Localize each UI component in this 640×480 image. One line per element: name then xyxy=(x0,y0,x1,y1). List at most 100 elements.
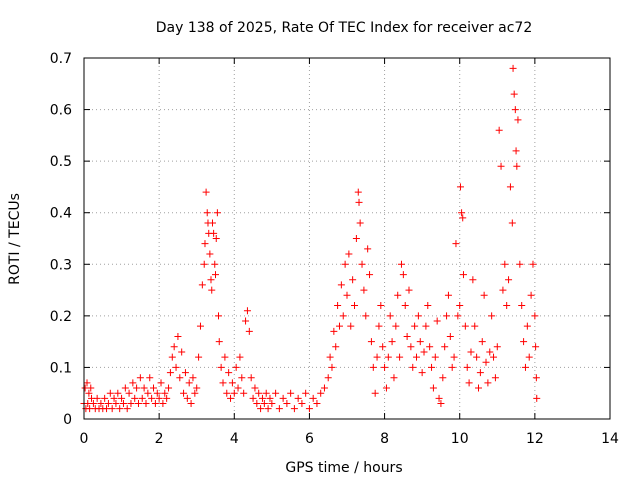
data-point-marker xyxy=(110,394,118,402)
data-point-marker xyxy=(392,322,400,330)
data-point-marker xyxy=(142,400,150,408)
data-point-marker xyxy=(298,400,306,408)
data-point-marker xyxy=(407,343,415,351)
data-point-marker xyxy=(514,116,522,124)
data-point-marker xyxy=(388,338,396,346)
data-point-marker xyxy=(433,317,441,325)
data-point-marker xyxy=(148,394,156,402)
data-point-marker xyxy=(119,400,127,408)
data-point-marker xyxy=(232,363,240,371)
data-point-marker xyxy=(191,389,199,397)
y-tick-label: 0.6 xyxy=(50,103,72,119)
data-point-marker xyxy=(174,332,182,340)
data-point-marker xyxy=(127,400,135,408)
data-point-marker xyxy=(324,374,332,382)
data-point-marker xyxy=(397,260,405,268)
data-point-marker xyxy=(452,240,460,248)
data-point-marker xyxy=(125,389,133,397)
data-point-marker xyxy=(471,322,479,330)
data-point-marker xyxy=(444,291,452,299)
data-point-marker xyxy=(326,353,334,361)
y-axis-label: ROTI / TECUs xyxy=(7,193,23,285)
data-point-marker xyxy=(219,379,227,387)
data-point-marker xyxy=(420,348,428,356)
data-point-marker xyxy=(501,260,509,268)
y-tick-label: 0 xyxy=(63,412,72,428)
data-point-marker xyxy=(458,209,466,217)
data-point-marker xyxy=(461,322,469,330)
data-point-marker xyxy=(97,400,105,408)
data-point-marker xyxy=(456,302,464,310)
data-point-marker xyxy=(129,379,137,387)
data-point-marker xyxy=(305,405,313,413)
data-point-marker xyxy=(532,374,540,382)
data-point-marker xyxy=(513,162,521,170)
data-point-marker xyxy=(93,394,101,402)
data-point-marker xyxy=(335,322,343,330)
data-point-marker xyxy=(334,302,342,310)
data-point-marker xyxy=(454,312,462,320)
data-point-marker xyxy=(198,281,206,289)
data-point-marker xyxy=(136,374,144,382)
data-point-marker xyxy=(339,312,347,320)
data-point-marker xyxy=(475,384,482,392)
data-point-marker xyxy=(223,389,231,397)
data-point-marker xyxy=(104,400,112,408)
data-point-marker xyxy=(437,400,445,408)
data-point-marker xyxy=(193,384,201,392)
data-point-marker xyxy=(428,363,436,371)
data-point-marker xyxy=(108,405,116,413)
data-point-marker xyxy=(516,260,524,268)
data-point-marker xyxy=(525,353,533,361)
data-point-marker xyxy=(320,384,328,392)
data-point-marker xyxy=(375,322,383,330)
data-point-marker xyxy=(465,379,473,387)
data-point-marker xyxy=(275,405,283,413)
data-point-marker xyxy=(225,369,233,377)
axis-ticks xyxy=(83,57,611,420)
data-point-marker xyxy=(439,374,447,382)
data-point-marker xyxy=(426,343,434,351)
data-point-marker xyxy=(459,271,467,279)
data-point-marker xyxy=(411,322,419,330)
data-point-marker xyxy=(262,389,270,397)
data-point-marker xyxy=(510,90,518,98)
data-point-marker xyxy=(469,276,477,284)
data-point-marker xyxy=(491,374,499,382)
data-point-marker xyxy=(358,260,366,268)
data-point-marker xyxy=(217,363,225,371)
data-point-marker xyxy=(493,343,501,351)
data-point-marker xyxy=(405,286,413,294)
y-tick-label: 0.7 xyxy=(50,51,72,67)
data-point-marker xyxy=(401,302,409,310)
data-point-marker xyxy=(347,322,355,330)
data-point-marker xyxy=(317,389,325,397)
data-point-marker xyxy=(238,374,246,382)
data-point-marker xyxy=(533,394,541,402)
data-point-marker xyxy=(163,394,171,402)
data-point-marker xyxy=(527,291,535,299)
data-point-marker xyxy=(424,302,432,310)
data-point-marker xyxy=(345,250,353,258)
data-point-marker xyxy=(157,379,165,387)
data-point-marker xyxy=(176,374,184,382)
data-point-marker xyxy=(287,389,295,397)
data-point-marker xyxy=(272,389,280,397)
data-point-marker xyxy=(161,389,169,397)
data-point-marker xyxy=(414,312,422,320)
data-point-marker xyxy=(505,276,513,284)
data-point-marker xyxy=(382,384,390,392)
data-point-marker xyxy=(183,394,191,402)
data-point-marker xyxy=(227,394,235,402)
data-point-marker xyxy=(230,389,238,397)
x-tick-label: 10 xyxy=(451,431,469,447)
data-point-marker xyxy=(377,302,385,310)
data-point-marker xyxy=(509,64,517,72)
data-point-marker xyxy=(354,188,362,196)
data-point-marker xyxy=(247,374,255,382)
data-point-marker xyxy=(178,348,186,356)
data-point-marker xyxy=(384,353,392,361)
data-point-marker xyxy=(429,384,437,392)
data-point-marker xyxy=(181,369,189,377)
x-tick-label: 8 xyxy=(380,431,389,447)
